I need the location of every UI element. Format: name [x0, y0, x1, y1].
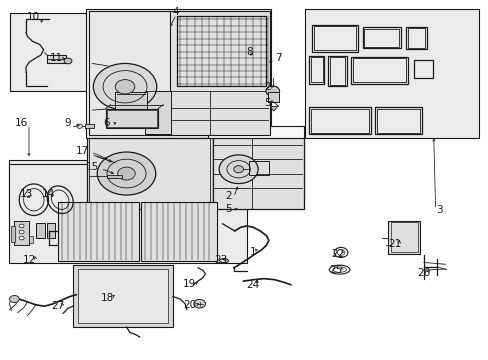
Circle shape — [19, 230, 24, 234]
Text: 2: 2 — [264, 82, 271, 92]
Polygon shape — [270, 107, 277, 111]
Circle shape — [19, 224, 24, 228]
Bar — [36, 223, 44, 238]
Text: 4: 4 — [173, 7, 179, 17]
Bar — [141, 202, 216, 261]
Bar — [170, 12, 270, 135]
Bar — [78, 269, 167, 323]
Bar — [374, 107, 421, 134]
Text: 8: 8 — [245, 46, 252, 57]
Text: 27: 27 — [52, 301, 65, 311]
Circle shape — [118, 167, 135, 180]
Bar — [305, 9, 478, 138]
Text: 22: 22 — [331, 248, 344, 258]
Text: 14: 14 — [42, 189, 55, 199]
Text: 16: 16 — [15, 118, 28, 128]
Bar — [362, 27, 400, 48]
Bar — [177, 16, 266, 86]
Bar — [105, 109, 158, 129]
Text: 11: 11 — [50, 53, 63, 63]
Circle shape — [19, 236, 24, 240]
Bar — [311, 25, 357, 51]
Text: 2: 2 — [225, 191, 232, 201]
Bar — [58, 202, 139, 261]
Bar — [9, 160, 86, 230]
Ellipse shape — [219, 258, 228, 263]
Bar — [212, 138, 304, 209]
Text: 7: 7 — [275, 53, 282, 63]
Bar — [115, 92, 147, 112]
Text: 5: 5 — [225, 204, 232, 215]
Circle shape — [93, 63, 157, 110]
Bar — [207, 126, 304, 203]
Text: 10: 10 — [27, 12, 41, 22]
Bar — [87, 138, 213, 209]
Text: 25: 25 — [329, 265, 342, 275]
Bar — [308, 56, 324, 84]
Circle shape — [64, 58, 72, 64]
Bar — [14, 221, 29, 245]
Circle shape — [9, 296, 19, 303]
Circle shape — [193, 300, 205, 308]
Bar — [86, 9, 271, 138]
Circle shape — [115, 80, 135, 94]
Bar — [390, 222, 417, 252]
Bar — [350, 57, 407, 84]
Circle shape — [97, 152, 156, 195]
Text: 1: 1 — [249, 247, 256, 257]
Bar — [308, 107, 370, 134]
Bar — [144, 91, 171, 134]
Text: 23: 23 — [214, 255, 227, 265]
Text: 6: 6 — [103, 118, 110, 128]
Bar — [364, 29, 398, 46]
Bar — [352, 58, 406, 82]
Bar — [313, 26, 355, 50]
Bar — [9, 163, 247, 263]
Bar — [407, 28, 424, 48]
Bar — [84, 125, 94, 128]
Text: 21: 21 — [387, 239, 401, 249]
Bar — [107, 110, 157, 127]
Bar — [328, 55, 346, 86]
Bar — [46, 223, 55, 238]
Text: 24: 24 — [246, 280, 259, 290]
Circle shape — [219, 155, 258, 184]
Bar — [107, 175, 122, 178]
Text: 26: 26 — [416, 267, 430, 278]
Text: 15: 15 — [85, 162, 99, 172]
Bar — [376, 109, 419, 133]
Circle shape — [265, 86, 279, 96]
Circle shape — [77, 124, 82, 129]
Bar — [89, 12, 171, 135]
Bar — [10, 13, 87, 91]
Bar — [413, 60, 432, 78]
Bar — [267, 92, 278, 102]
Text: 9: 9 — [64, 118, 71, 128]
Text: 3: 3 — [435, 206, 442, 216]
Text: 20: 20 — [183, 300, 196, 310]
Bar — [330, 57, 344, 85]
Text: 13: 13 — [20, 189, 33, 199]
Text: 17: 17 — [76, 145, 89, 156]
Text: 12: 12 — [22, 255, 36, 265]
Bar — [11, 226, 15, 242]
Bar — [29, 236, 33, 243]
Bar — [175, 14, 270, 87]
Circle shape — [233, 166, 243, 173]
Bar — [73, 265, 172, 327]
Text: 19: 19 — [183, 279, 196, 289]
Text: 18: 18 — [100, 293, 113, 303]
Bar — [406, 27, 426, 49]
Text: 5: 5 — [264, 98, 271, 108]
Bar — [249, 161, 268, 175]
Bar — [310, 109, 368, 133]
Bar — [47, 55, 65, 63]
Bar — [387, 221, 419, 253]
Bar — [310, 57, 322, 82]
